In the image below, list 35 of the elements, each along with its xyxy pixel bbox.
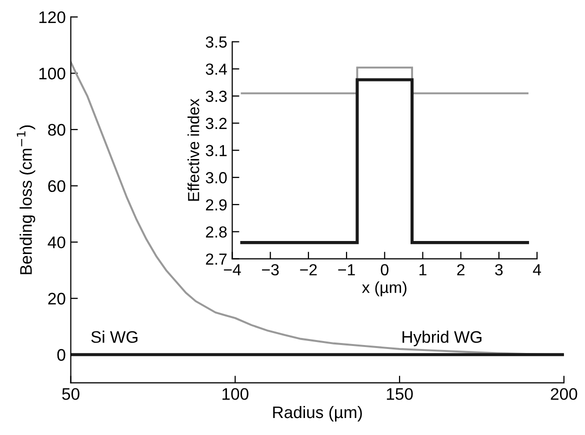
x-tick-label: 50 [62,388,80,400]
y-tick-label: 80 [48,124,66,136]
x-tick-label: −1 [338,264,355,276]
annotation: Si WG [91,330,138,343]
x-tick-label: 1 [420,264,426,276]
x-axis-title: Radius (µm) [273,406,362,422]
x-tick-label: −2 [300,264,317,276]
y-axis-title: Bending loss (cm$^{−1}$) [16,125,36,274]
y-tick-label: 20 [48,292,66,305]
x-tick-label: 3 [495,264,503,276]
y-tick-label: 3.5 [206,36,227,48]
y-tick-label: 2.7 [206,253,227,265]
x-tick-label: 0 [380,264,388,276]
y-tick-label: 3.3 [206,90,227,102]
y-tick-label: 2.9 [206,199,227,211]
x-tick-label: 100 [222,388,248,400]
x-tick-label: 4 [532,264,542,276]
annotation: Hybrid WG [402,330,482,346]
x-tick-label: −3 [262,264,279,276]
y-tick-label: 3.1 [206,144,227,156]
y-tick-label: 3.2 [206,118,227,130]
y-tick-label: 0 [57,349,66,361]
y-tick-label: 100 [39,68,66,80]
y-tick-label: 2.8 [206,226,227,238]
x-tick-label: 200 [550,388,578,400]
y-tick-label: 60 [48,180,66,192]
y-tick-label: 40 [48,236,66,248]
x-tick-label: 2 [457,264,464,276]
x-tick-label: 150 [386,388,413,400]
x-tick-label: −4 [224,264,241,276]
y-tick-label: 3.0 [206,172,227,184]
x-axis-title: x (µm) [362,281,406,296]
y-axis-title: Effective index [188,98,200,201]
y-tick-label: 120 [39,11,66,24]
y-tick-label: 3.4 [206,64,227,75]
